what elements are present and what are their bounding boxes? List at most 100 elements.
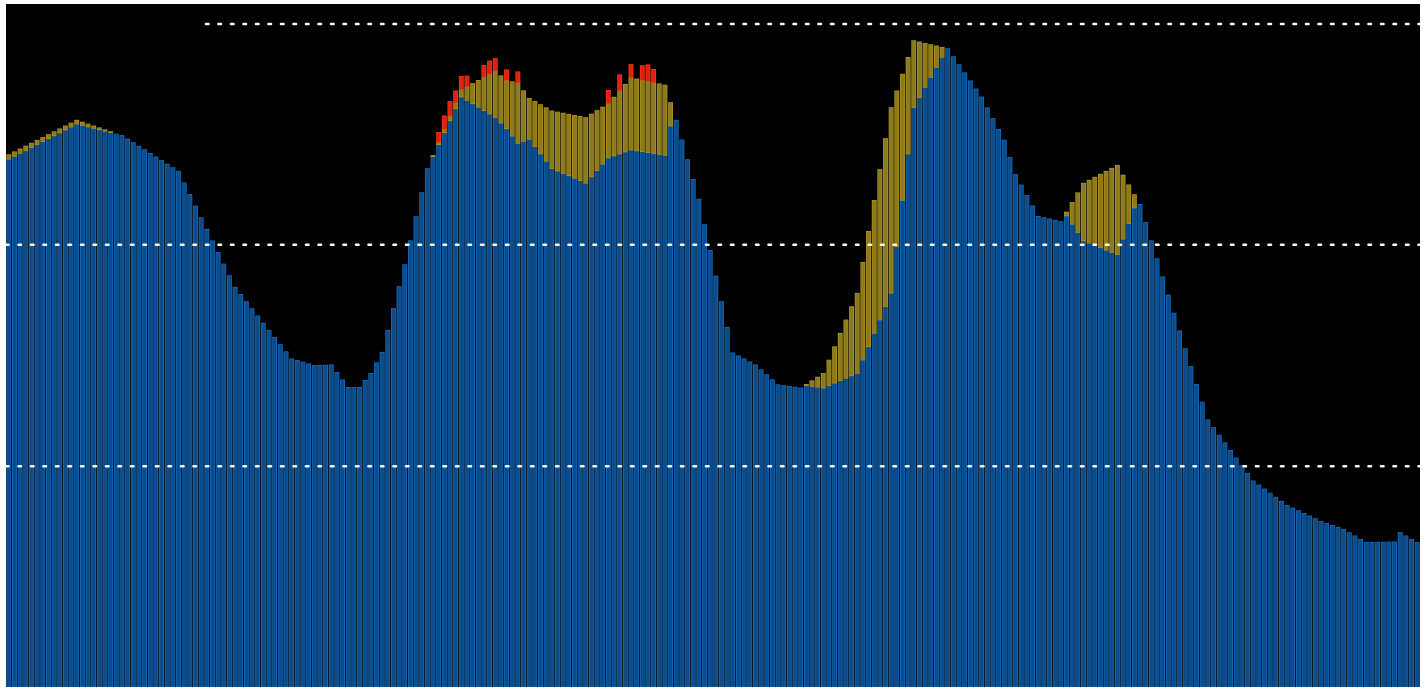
bar-base: [85, 126, 91, 687]
bar-base: [719, 301, 724, 687]
bar-base: [1035, 215, 1041, 687]
bar-base: [413, 216, 419, 687]
bar-base: [334, 371, 340, 687]
bar-base: [600, 163, 606, 687]
bar-base: [1064, 215, 1069, 687]
bar-base: [826, 385, 832, 687]
bar-base: [747, 361, 753, 687]
bar-base: [351, 387, 357, 687]
bar-overflow: [933, 45, 939, 68]
bar-overflow: [611, 96, 617, 157]
bar-overflow: [458, 89, 464, 98]
bar-overflow: [96, 127, 102, 131]
bar-overflow: [1081, 182, 1086, 242]
bar-base: [651, 153, 657, 687]
bar-overflow: [577, 116, 583, 181]
bar-chart: [6, 4, 1420, 687]
bar-overflow: [515, 82, 521, 144]
bar-base: [888, 292, 894, 687]
bar-overflow: [23, 145, 29, 151]
bar-base: [594, 170, 600, 687]
bar-base: [385, 330, 391, 687]
bar-base: [1228, 450, 1233, 687]
bar-overflow: [538, 104, 543, 155]
bar-base: [328, 364, 334, 687]
bar-base: [1392, 541, 1397, 687]
bar-overflow: [12, 151, 17, 157]
bar-overflow: [600, 106, 606, 165]
bar-base: [6, 158, 12, 687]
bar-overflow: [900, 73, 905, 201]
bar-base: [984, 107, 990, 687]
bar-peak: [453, 90, 459, 104]
bar-base: [781, 385, 787, 687]
bar-base: [210, 240, 215, 687]
bar-overflow: [668, 102, 674, 127]
bar-base: [1397, 532, 1403, 687]
bar-overflow: [656, 83, 662, 155]
bar-base: [1409, 538, 1414, 687]
bar-base: [1081, 240, 1086, 687]
bar-base: [226, 275, 232, 687]
bar-overflow: [922, 42, 928, 88]
bar-overflow: [498, 75, 504, 124]
bar-overflow: [645, 81, 651, 153]
bar-base: [17, 153, 23, 687]
bar-base: [900, 200, 905, 687]
bar-base: [1346, 532, 1352, 687]
bar-base: [673, 119, 679, 687]
bar-base: [713, 275, 719, 687]
bar-base: [679, 139, 685, 687]
bar-peak: [639, 65, 645, 81]
bar-base: [1211, 427, 1216, 687]
bar-overflow: [447, 115, 453, 122]
bar-overflow: [583, 117, 589, 184]
bar-peak: [628, 64, 634, 78]
bar-base: [113, 133, 119, 687]
bar-base: [475, 106, 481, 687]
bar-base: [532, 146, 538, 687]
bar-base: [854, 373, 860, 687]
gridlines: [6, 22, 1420, 468]
bar-base: [1239, 465, 1245, 687]
bar-overflow: [430, 155, 436, 157]
bar-peak: [481, 65, 487, 78]
bar-overflow: [1098, 173, 1103, 249]
bar-overflow: [1075, 192, 1081, 233]
bar-overflow: [1126, 184, 1132, 224]
bar-base: [458, 96, 464, 687]
bar-base: [1041, 217, 1047, 687]
bar-base: [272, 337, 278, 687]
bar-overflow: [594, 110, 600, 171]
bar-base: [792, 386, 798, 687]
bar-base: [866, 346, 871, 687]
bar-base: [57, 132, 63, 687]
bar-peak: [645, 64, 651, 82]
bar-base: [1052, 219, 1058, 687]
bar-base: [1358, 538, 1364, 687]
bar-base: [571, 177, 577, 687]
bar-base: [481, 110, 487, 687]
bar-base: [357, 387, 362, 687]
bar-base: [1194, 383, 1200, 687]
bar-overflow: [1120, 174, 1126, 240]
bar-overflow: [1114, 164, 1120, 256]
bar-overflow: [560, 112, 566, 174]
bar-base: [509, 135, 515, 687]
bar-base: [453, 108, 459, 687]
bar-peak: [515, 71, 521, 84]
bar-base: [1188, 366, 1194, 687]
bar-base: [645, 152, 651, 687]
bar-peak: [605, 90, 611, 104]
bar-base: [967, 80, 973, 687]
bar-peak: [651, 69, 657, 83]
bar-base: [1001, 139, 1007, 687]
bar-overflow: [1092, 176, 1098, 246]
bar-base: [402, 264, 408, 687]
bar-base: [917, 97, 922, 687]
bar-overflow: [826, 359, 832, 386]
bar-base: [1279, 500, 1284, 687]
bar-base: [1177, 330, 1183, 687]
bar-base: [102, 130, 108, 687]
bar-base: [136, 145, 142, 687]
